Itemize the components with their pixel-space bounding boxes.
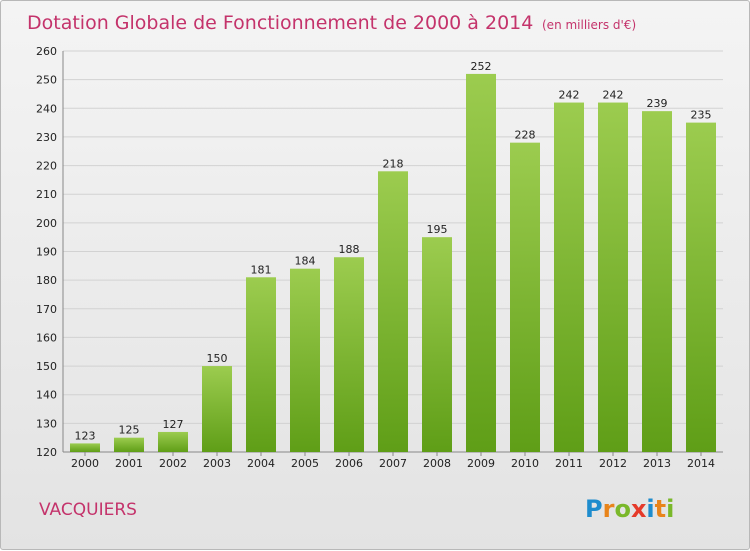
x-tick-label: 2008: [423, 457, 451, 470]
logo-letter: t: [655, 495, 666, 523]
x-axis: 2000 2001 2002 2003 2004 2005 2006 2007 2008 2009…: [71, 452, 715, 470]
bar-2005: [290, 268, 320, 452]
x-tick-label: 2007: [379, 457, 407, 470]
x-tick-label: 2011: [555, 457, 583, 470]
value-label: 242: [603, 89, 624, 102]
logo-letter: r: [603, 495, 615, 523]
bar-2009: [466, 73, 496, 453]
x-tick-label: 2003: [203, 457, 231, 470]
x-tick-label: 2014: [687, 457, 715, 470]
logo-letter: o: [614, 495, 631, 523]
logo-letter: P: [585, 495, 603, 523]
x-tick-label: 2001: [115, 457, 143, 470]
value-label: 125: [119, 424, 140, 437]
proxiti-logo: Proxiti: [585, 495, 674, 523]
bar-2003: [202, 366, 232, 452]
bar-2004: [246, 277, 276, 452]
value-label: 235: [691, 109, 712, 122]
chart-subtitle: (en milliers d'€): [542, 18, 636, 32]
logo-letter: i: [666, 495, 674, 523]
value-label: 188: [339, 243, 360, 256]
y-tick-label: 250: [36, 74, 57, 87]
value-label: 181: [251, 263, 272, 276]
x-tick-label: 2009: [467, 457, 495, 470]
bar-2011: [554, 102, 584, 453]
x-tick-label: 2006: [335, 457, 363, 470]
bar-2012: [598, 102, 628, 453]
x-tick-label: 2005: [291, 457, 319, 470]
bar-2001: [114, 437, 144, 452]
value-label: 150: [207, 352, 228, 365]
bar-2006: [334, 257, 364, 452]
x-tick-label: 2010: [511, 457, 539, 470]
y-tick-label: 160: [36, 331, 57, 344]
y-tick-label: 170: [36, 303, 57, 316]
logo-letter: i: [646, 495, 654, 523]
y-tick-label: 140: [36, 389, 57, 402]
y-tick-label: 200: [36, 217, 57, 230]
y-tick-label: 120: [36, 446, 57, 459]
bar-2007: [378, 171, 408, 453]
value-label: 242: [559, 89, 580, 102]
bar-2002: [158, 431, 188, 452]
y-tick-label: 240: [36, 102, 57, 115]
y-tick-label: 180: [36, 274, 57, 287]
value-label: 252: [471, 60, 492, 73]
y-tick-label: 190: [36, 246, 57, 259]
logo-letter: x: [631, 495, 647, 523]
bar-2013: [642, 111, 672, 453]
chart-title: Dotation Globale de Fonctionnement de 20…: [27, 12, 533, 34]
y-tick-label: 130: [36, 417, 57, 430]
value-label: 218: [383, 157, 404, 170]
y-tick-label: 210: [36, 188, 57, 201]
x-tick-label: 2002: [159, 457, 187, 470]
bar-2008: [422, 237, 452, 452]
bar-2000: [70, 443, 100, 452]
value-label: 123: [75, 429, 96, 442]
value-label: 228: [515, 129, 536, 142]
y-tick-label: 150: [36, 360, 57, 373]
value-label: 127: [163, 418, 184, 431]
x-tick-label: 2000: [71, 457, 99, 470]
town-name: VACQUIERS: [39, 500, 137, 520]
value-label: 195: [427, 223, 448, 236]
bar-2010: [510, 142, 540, 452]
y-tick-label: 220: [36, 160, 57, 173]
x-tick-label: 2013: [643, 457, 671, 470]
value-label: 239: [647, 97, 668, 110]
y-tick-label: 230: [36, 131, 57, 144]
y-tick-label: 260: [36, 45, 57, 58]
bars: 123 125 127 150 181 184 188 218 195 252 228 242 242 2…: [70, 60, 716, 453]
bar-2014: [686, 122, 716, 452]
value-label: 184: [295, 255, 316, 268]
x-tick-label: 2012: [599, 457, 627, 470]
x-tick-label: 2004: [247, 457, 275, 470]
